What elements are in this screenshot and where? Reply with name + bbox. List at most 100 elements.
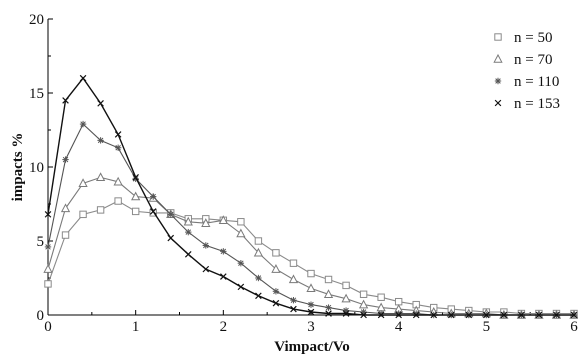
data-point-cross [149, 208, 157, 215]
data-point-square [494, 33, 502, 41]
data-point-cross [325, 310, 332, 317]
data-point-square [272, 249, 280, 257]
data-point-cross [114, 131, 122, 138]
data-point-square [131, 207, 140, 216]
data-point-star [202, 242, 209, 249]
data-point-cross [202, 265, 210, 273]
series-n-50 [44, 197, 578, 318]
data-point-cross [447, 311, 455, 319]
cross-stroke [412, 311, 420, 319]
legend-item: n = 153 [494, 96, 560, 112]
star-stroke [273, 288, 279, 295]
data-point-triangle [271, 264, 281, 273]
cross-stroke [325, 310, 332, 317]
x-tick-label: 5 [483, 319, 491, 335]
data-point-star [494, 77, 502, 85]
data-point-square [237, 218, 245, 226]
star-stroke [290, 297, 297, 303]
data-point-cross [360, 311, 367, 319]
data-point-square [394, 297, 403, 306]
legend-item: n = 50 [494, 30, 552, 46]
star-stroke [495, 78, 501, 84]
data-point-star [185, 228, 192, 236]
data-point-cross [220, 273, 227, 280]
cross-stroke [465, 311, 473, 319]
data-point-square [342, 281, 350, 290]
x-tick-label: 3 [307, 319, 315, 335]
data-point-cross [553, 311, 560, 319]
cross-stroke [290, 305, 297, 313]
data-point-star [62, 156, 69, 163]
series-n-153 [44, 74, 578, 319]
cross-stroke [360, 311, 367, 319]
star-stroke [255, 275, 262, 281]
data-point-cross [570, 311, 578, 319]
x-tick-label: 2 [220, 319, 228, 335]
data-point-cross [412, 311, 420, 319]
y-tick-label: 0 [37, 308, 45, 324]
cross-stroke [342, 310, 350, 317]
data-point-triangle [341, 293, 351, 303]
data-point-star [325, 304, 332, 311]
data-point-triangle [201, 218, 211, 227]
data-point-cross [184, 251, 192, 258]
data-point-cross [377, 311, 385, 319]
data-point-triangle [43, 264, 53, 273]
star-stroke [62, 156, 69, 163]
data-point-square [114, 197, 122, 205]
data-point-star [290, 297, 297, 304]
star-stroke [185, 229, 192, 235]
data-point-cross [483, 311, 490, 319]
data-point-cross [290, 305, 297, 313]
cross-stroke [395, 311, 402, 319]
cross-stroke [518, 311, 525, 319]
data-point-square [44, 280, 52, 288]
data-point-star [220, 248, 227, 255]
series-line [47, 77, 574, 316]
data-point-star [114, 144, 122, 151]
data-point-star [150, 193, 157, 200]
star-stroke [115, 145, 121, 151]
data-point-square [149, 209, 157, 217]
data-point-star [237, 260, 245, 267]
cross-stroke [79, 74, 87, 82]
star-stroke [203, 242, 209, 249]
data-point-star [97, 137, 104, 144]
data-point-cross [307, 308, 315, 316]
data-point-cross [167, 234, 175, 242]
star-stroke [167, 211, 174, 218]
data-point-square [79, 210, 87, 219]
y-tick-label: 20 [29, 12, 44, 28]
data-point-star [44, 243, 52, 251]
cross-stroke [255, 292, 262, 300]
x-tick-label: 6 [570, 319, 578, 335]
data-point-triangle [253, 247, 264, 257]
cross-stroke [44, 211, 52, 218]
cross-stroke [149, 208, 157, 215]
y-tick-label: 10 [29, 160, 44, 176]
legend: n = 50 n = 70 n = 110 n = 153 [493, 30, 560, 112]
data-point-square [289, 259, 298, 267]
data-point-triangle [358, 299, 369, 309]
x-tick-label: 1 [132, 319, 140, 335]
series-line [47, 200, 574, 315]
cross-stroke [447, 311, 455, 319]
data-point-star [307, 301, 315, 308]
legend-label: n = 50 [514, 30, 552, 46]
data-point-triangle [113, 176, 123, 186]
x-axis-title: Vimpact/Vo [274, 339, 350, 354]
data-point-cross [518, 311, 525, 319]
cross-stroke [272, 299, 280, 307]
data-point-star [79, 120, 87, 128]
y-tick-label: 15 [29, 86, 44, 102]
star-stroke [97, 137, 104, 144]
data-point-triangle [306, 283, 316, 293]
cross-stroke [483, 311, 490, 319]
cross-stroke [570, 311, 578, 319]
star-stroke [238, 260, 244, 266]
cross-stroke [430, 311, 438, 319]
data-point-triangle [95, 172, 106, 182]
cross-stroke [237, 283, 245, 291]
star-stroke [45, 244, 51, 250]
